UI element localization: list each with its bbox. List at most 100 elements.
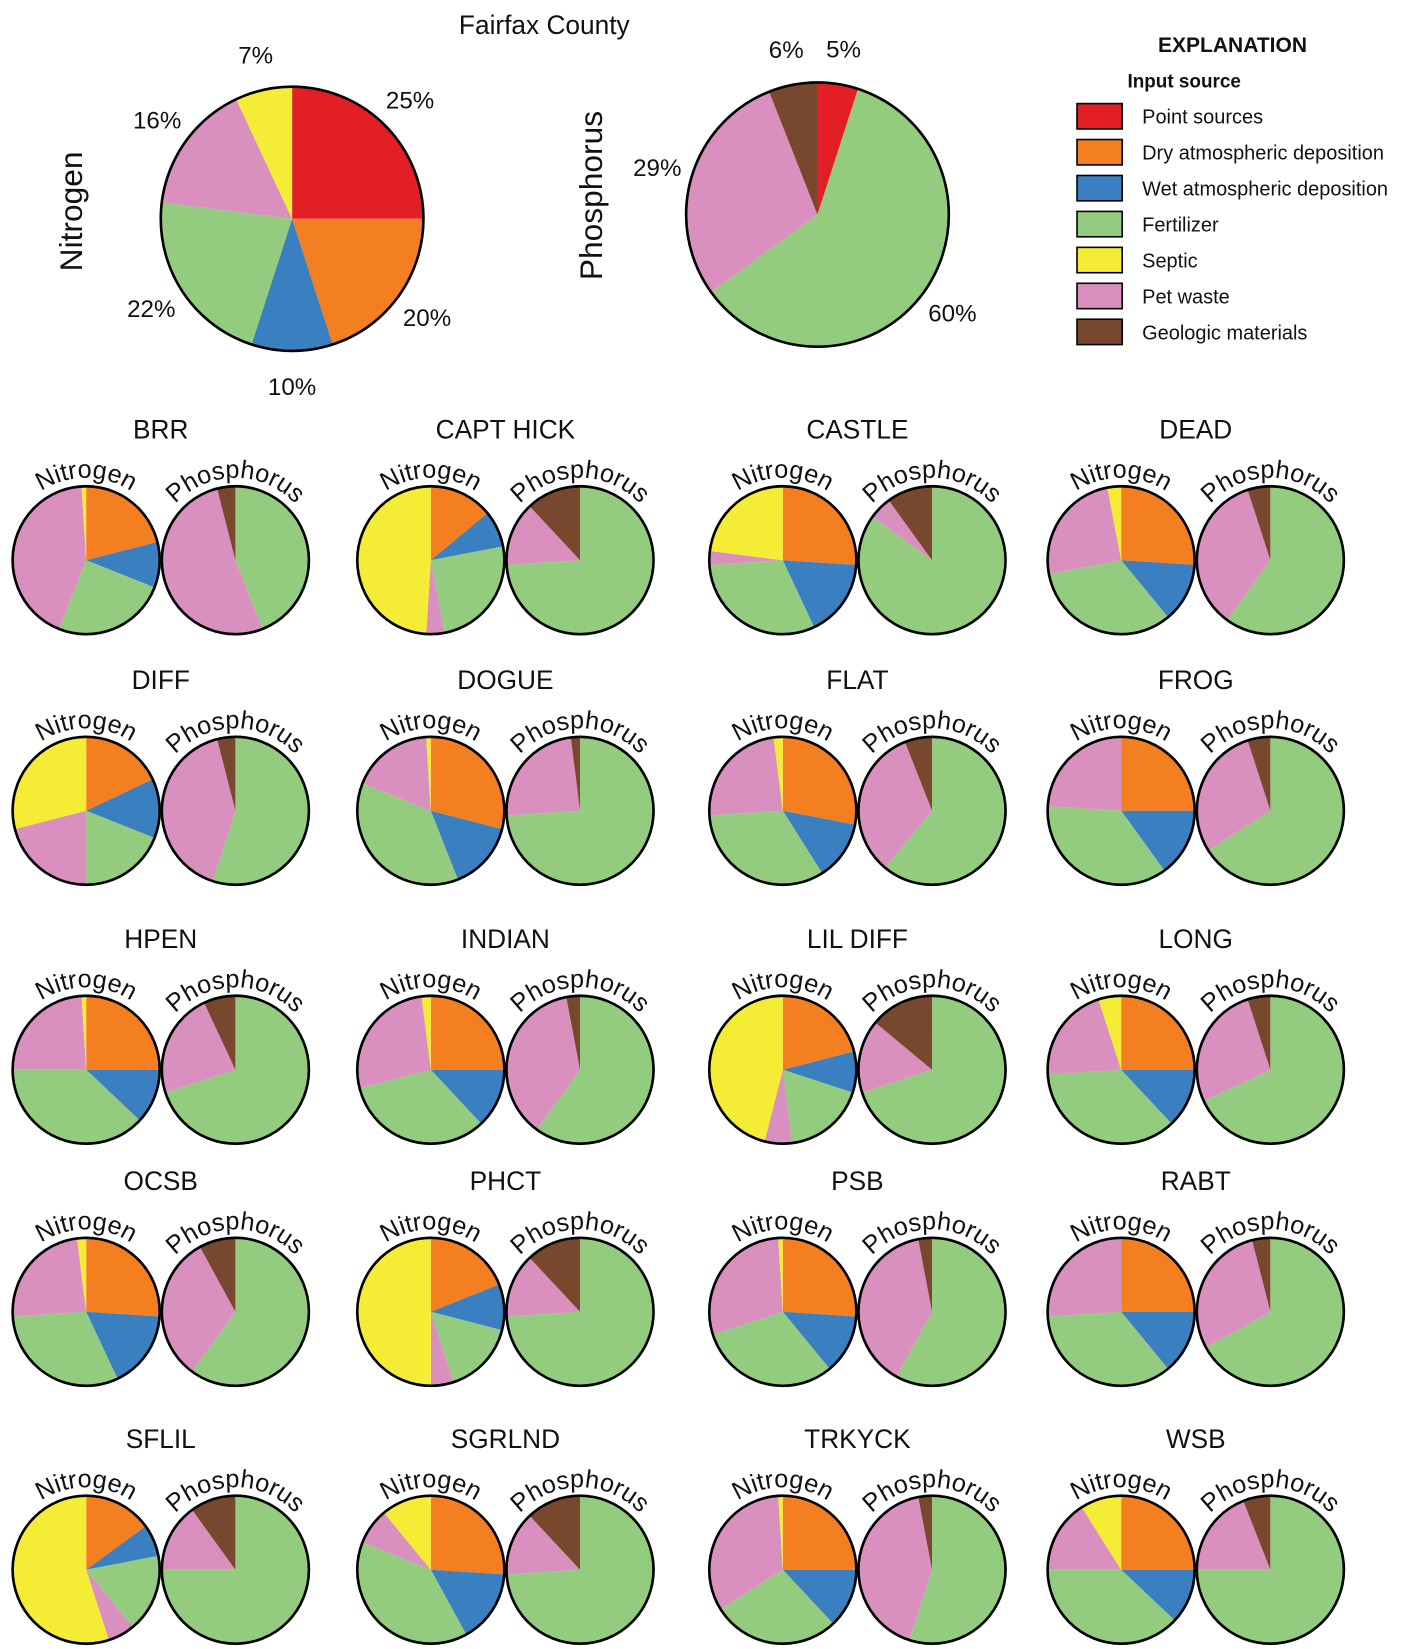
pie-slice-septic (12, 1495, 109, 1644)
pie-outline (857, 484, 1007, 636)
legend-swatch (1076, 174, 1123, 202)
pie-outline (160, 484, 311, 636)
pie-outline (505, 994, 655, 1146)
pie-slice-septic (426, 736, 431, 811)
station-title: WSB (1166, 1424, 1226, 1454)
pie-slice-wet-atmospheric-deposition (782, 1311, 857, 1369)
pie-slice-fertilizer (430, 1311, 503, 1383)
pie-slice-septic (76, 1237, 87, 1312)
pie-slice-pet-waste (14, 810, 87, 885)
station-title: CAPT HICK (436, 415, 576, 445)
legend-swatch (1076, 102, 1123, 130)
data-label: 5% (826, 36, 861, 63)
pie-slice-fertilizer (1208, 736, 1344, 885)
pie-slice-fertilizer (165, 995, 309, 1144)
pie-slice-pet-waste (709, 737, 783, 816)
pie-slice-fertilizer (357, 783, 458, 885)
pie-outline (355, 484, 506, 636)
station-title: SFLIL (126, 1424, 196, 1454)
legend-subtitle: Input source (1127, 72, 1240, 93)
pie-slice-pet-waste (12, 995, 87, 1070)
station-phosphorus-pie (1195, 994, 1346, 1146)
station-nitrogen-pie (1046, 1236, 1197, 1388)
station-title: FLAT (826, 665, 888, 695)
pie-slice-wet-atmospheric-deposition (430, 810, 503, 880)
pie-slice-dry-atmospheric-deposition (1121, 736, 1195, 811)
station-title: SGRLND (451, 1424, 560, 1454)
station-phosphorus-pie (1195, 484, 1346, 636)
pie-slice-dry-atmospheric-deposition (782, 1237, 857, 1317)
station-phosphorus-pie (857, 735, 1007, 887)
station-phosphorus-pie (1195, 1236, 1346, 1388)
pie-slice-geologic-materials (1247, 995, 1271, 1070)
pie-slice-fertilizer (536, 995, 654, 1144)
station-nitrogen-pie (11, 735, 162, 887)
pie-slice-pet-waste (709, 1237, 783, 1335)
pie-slice-dry-atmospheric-deposition (430, 995, 505, 1070)
pie-slice-fertilizer (909, 1495, 1006, 1644)
pie-slice-fertilizer (86, 1555, 160, 1627)
chart-title: Fairfax County (459, 10, 631, 40)
pie-slice-pet-waste (161, 99, 293, 219)
station-phosphorus-pie (160, 484, 311, 636)
station-title: DOGUE (457, 665, 553, 695)
county-phosphorus-pie: 5% 60% 29% 6% (633, 36, 977, 349)
pie-outline (1195, 1494, 1346, 1646)
pie-slice-pet-waste (506, 506, 581, 565)
pie-slice-pet-waste (426, 560, 445, 635)
pie-outline (355, 1236, 506, 1388)
pie-slice-septic (357, 486, 431, 635)
county-nitrogen-label: Nitrogen (53, 151, 89, 271)
legend-swatch (1076, 246, 1123, 274)
county-phosphorus-label: Phosphorus (573, 111, 609, 280)
pie-slice-geologic-materials (918, 1237, 933, 1312)
pie-slice-fertilizer (506, 1495, 654, 1644)
pie-slice-pet-waste (506, 1257, 581, 1317)
legend-entry: Pet waste (1142, 286, 1230, 308)
station-nitrogen-pie (11, 1494, 162, 1646)
station-nitrogen-pie (707, 1236, 858, 1388)
pie-slice-pet-waste (362, 736, 431, 811)
pie-slice-pet-waste (506, 737, 581, 816)
pie-slice-pet-waste (161, 488, 263, 635)
pie-slice-pet-waste (1196, 740, 1271, 851)
pie-slice-pet-waste (1047, 736, 1122, 811)
pie-slice-fertilizer (720, 1569, 834, 1644)
pie-outline (505, 735, 655, 887)
pie-slice-geologic-materials (888, 486, 933, 561)
pie-slice-fertilizer (862, 995, 1006, 1144)
pie-slice-pet-waste (1047, 487, 1122, 575)
legend-swatch (1076, 138, 1123, 166)
station-phosphorus-pie (1195, 1494, 1346, 1646)
pie-slice-fertilizer (192, 1237, 309, 1386)
pie-slice-dry-atmospheric-deposition (86, 736, 153, 811)
legend-entry: Fertilizer (1142, 214, 1219, 236)
station-nitrogen-pie (11, 484, 162, 636)
data-label: 16% (133, 108, 181, 135)
pie-slice-pet-waste (858, 1022, 933, 1093)
pie-slice-geologic-materials (1243, 1495, 1271, 1570)
pie-slice-wet-atmospheric-deposition (430, 513, 504, 561)
pie-slice-septic (1081, 1495, 1122, 1570)
station-nitrogen-pie (1046, 1494, 1197, 1646)
pie-slice-septic (709, 486, 783, 561)
station-phosphorus-pie (160, 1236, 311, 1388)
pie-slice-pet-waste (764, 1069, 793, 1144)
pie-slice-fertilizer (160, 202, 293, 345)
pie-slice-fertilizer (506, 486, 654, 635)
station-nitrogen-pie (707, 735, 858, 887)
pie-slice-geologic-materials (904, 736, 933, 811)
pie-outline (1046, 1236, 1197, 1388)
station-title: BRR (133, 415, 188, 445)
station-phosphorus-pie (857, 1494, 1007, 1646)
pie-slice-pet-waste (161, 1246, 236, 1372)
pie-outline (160, 735, 311, 887)
station-nitrogen-pie (11, 994, 162, 1146)
pie-slice-dry-atmospheric-deposition (86, 486, 158, 561)
station-title: PSB (831, 1166, 884, 1196)
station-title: FROG (1158, 665, 1234, 695)
pie-slice-pet-waste (12, 486, 87, 630)
pie-slice-pet-waste (506, 1515, 581, 1575)
pie-slice-pet-waste (362, 1512, 431, 1570)
station-phosphorus-pie (857, 484, 1007, 636)
